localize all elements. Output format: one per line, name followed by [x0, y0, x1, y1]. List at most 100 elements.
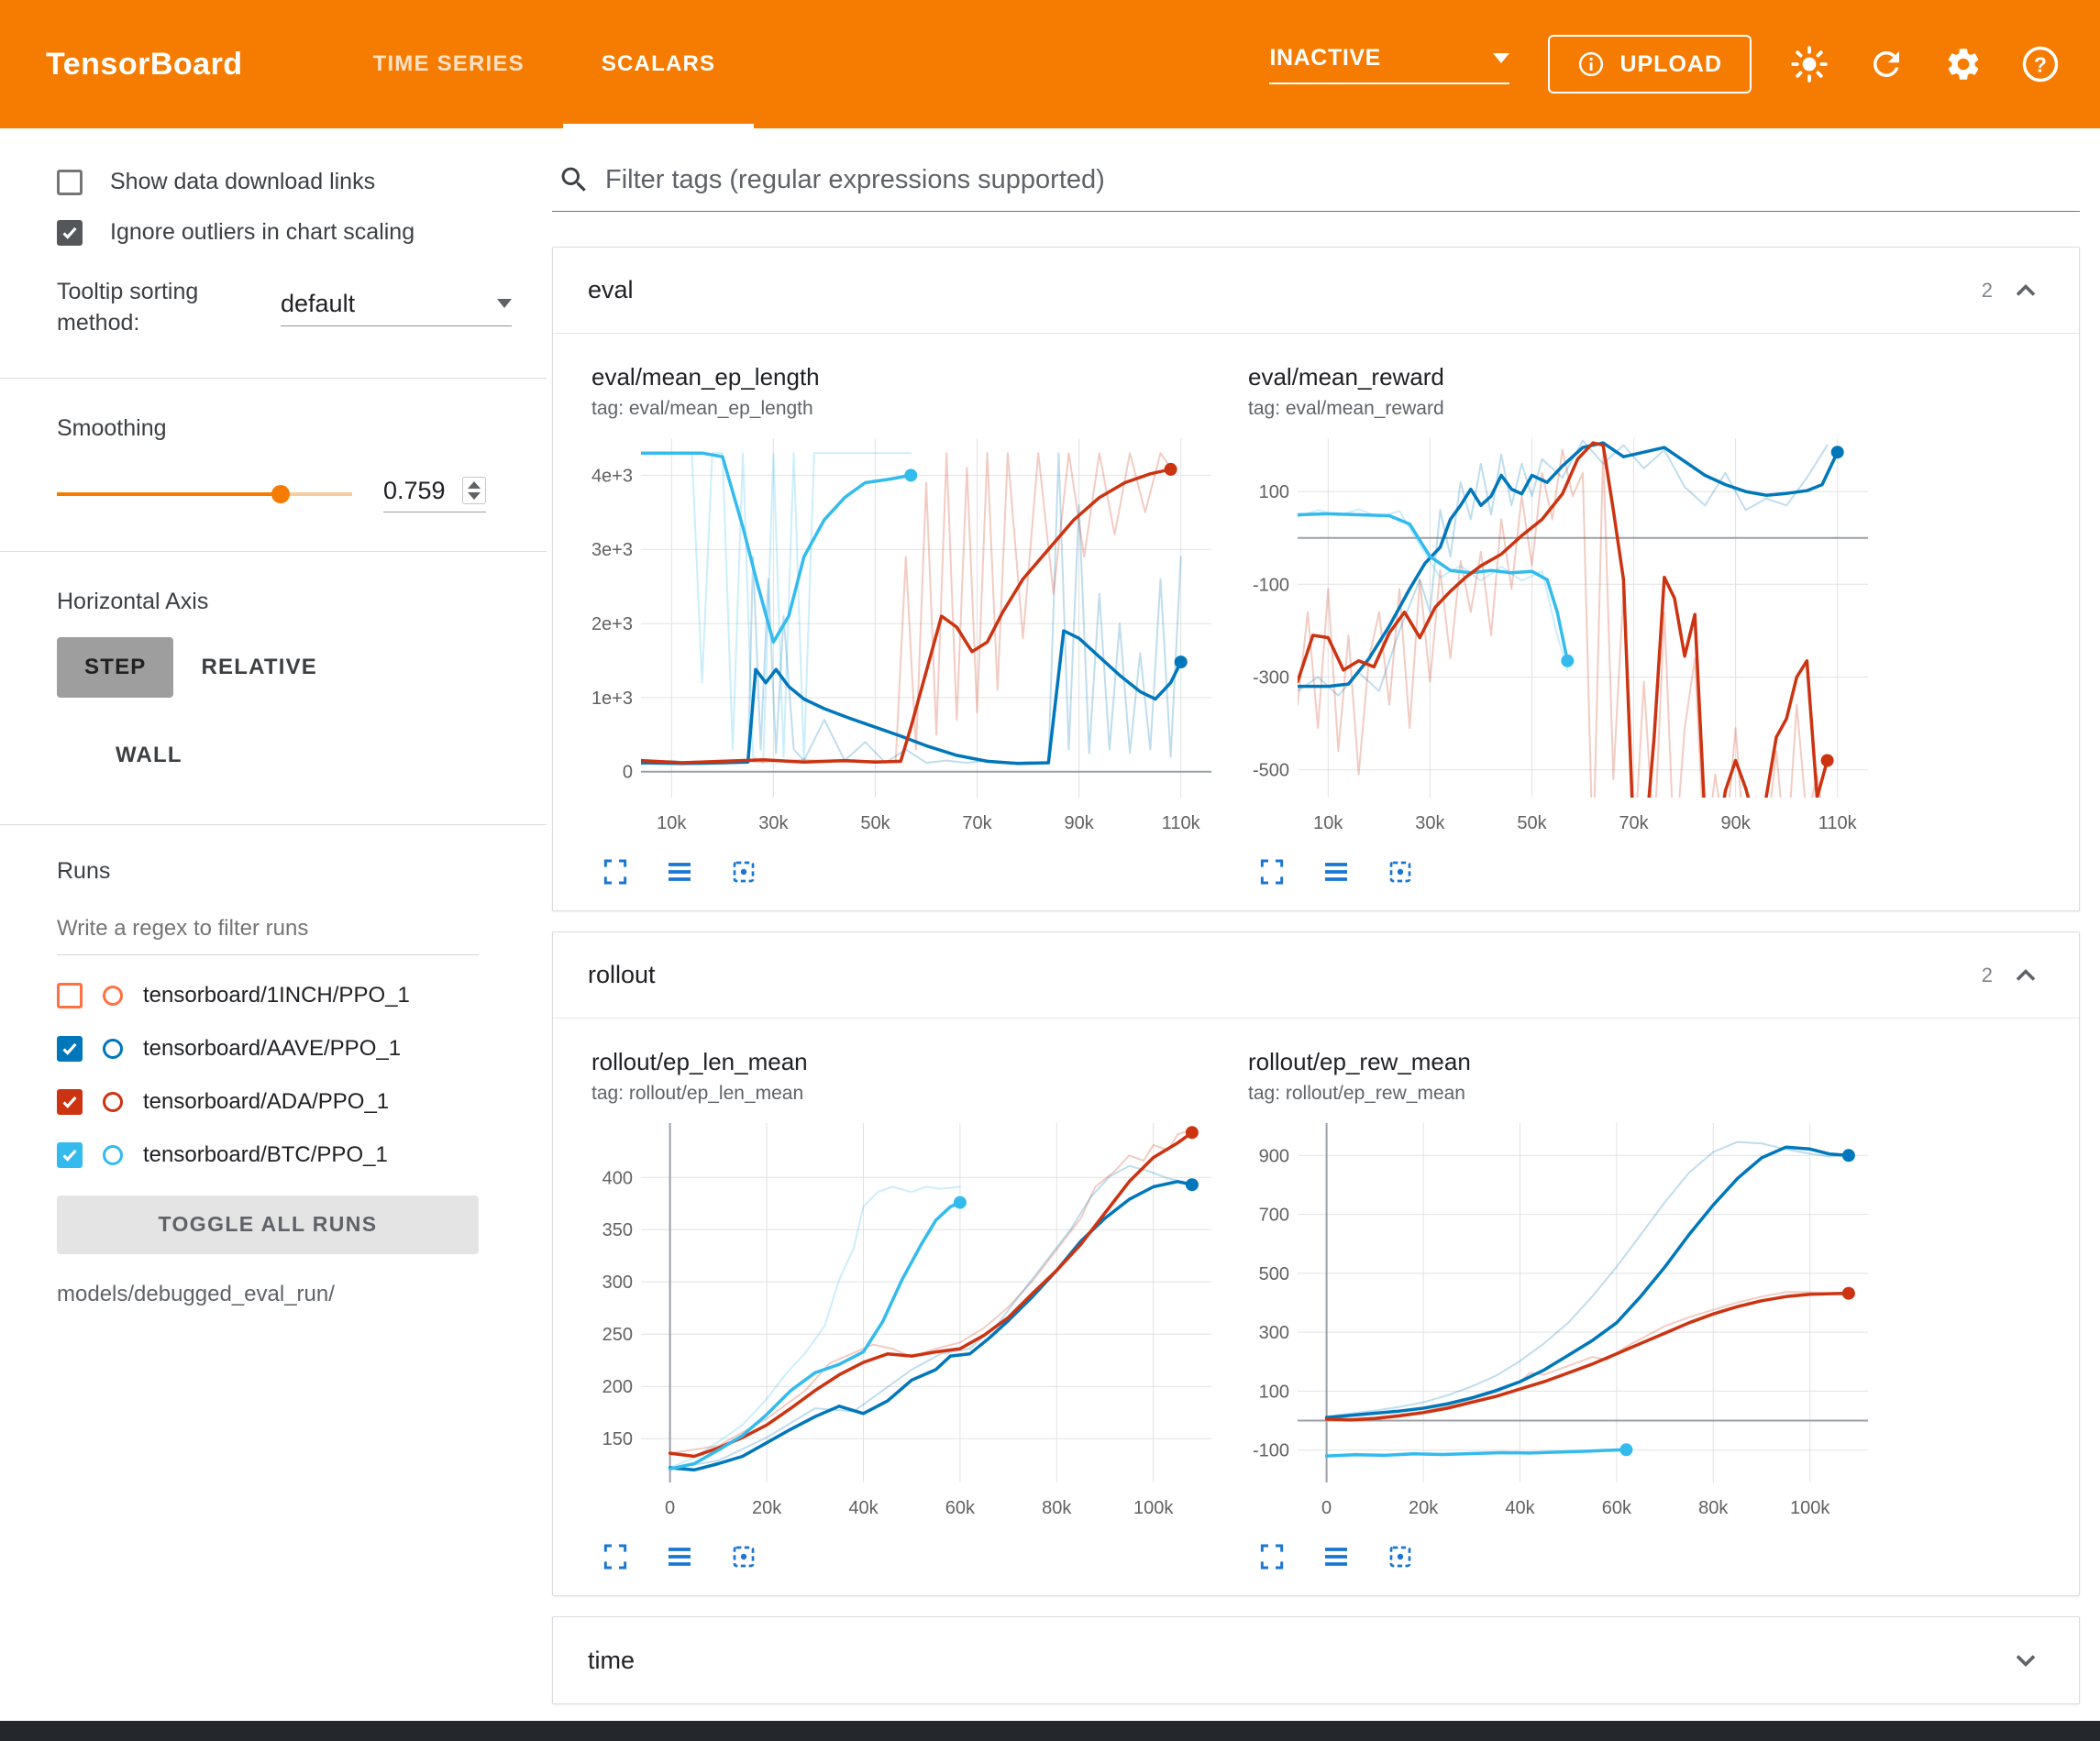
help-icon[interactable]: ?	[2021, 45, 2060, 83]
run-color-circle[interactable]	[103, 1038, 123, 1059]
tooltip-sorting: Tooltip sorting method: default	[57, 277, 512, 339]
chart-title: rollout/ep_rew_mean	[1248, 1048, 1471, 1075]
svg-text:60k: 60k	[945, 1498, 976, 1518]
svg-text:700: 700	[1259, 1206, 1289, 1226]
data-table-icon[interactable]	[1321, 857, 1351, 887]
section-time: time	[552, 1616, 2080, 1704]
svg-text:40k: 40k	[1505, 1498, 1535, 1518]
toggle-all-runs-button[interactable]: TOGGLE ALL RUNS	[57, 1195, 479, 1254]
svg-text:4e+3: 4e+3	[591, 466, 633, 486]
collapse-section-icon[interactable]	[2009, 959, 2042, 992]
runs-filter-input[interactable]	[57, 908, 479, 955]
refresh-icon[interactable]	[1867, 45, 1906, 83]
slider-knob[interactable]	[271, 485, 291, 503]
fit-domain-icon[interactable]	[729, 1542, 758, 1571]
setting-ignore-outliers[interactable]: Ignore outliers in chart scaling	[57, 219, 512, 246]
run-checkbox[interactable]	[57, 1088, 83, 1115]
chart-plot[interactable]: 0 1e+3 2e+3 3e+3 4e+3 10k 30k 50k 70k 90k 110k	[588, 431, 1221, 845]
section-title: eval	[588, 276, 634, 303]
svg-text:90k: 90k	[1720, 813, 1751, 833]
tag-filter-input[interactable]	[605, 164, 2074, 195]
section-eval-header[interactable]: eval 2	[553, 248, 2079, 334]
chart-plot[interactable]: 150 200 250 300 350 400 0 20k 40k 60k 80k 100k	[588, 1116, 1221, 1530]
run-label: tensorboard/ADA/PPO_1	[143, 1088, 390, 1114]
divider	[0, 377, 547, 379]
expand-chart-icon[interactable]	[601, 857, 630, 887]
data-table-icon[interactable]	[1321, 1542, 1351, 1571]
tab-scalars[interactable]: SCALARS	[562, 0, 755, 128]
axis-relative-button[interactable]: RELATIVE	[201, 654, 317, 679]
collapse-section-icon[interactable]	[2009, 274, 2042, 307]
svg-text:80k: 80k	[1698, 1498, 1729, 1518]
brightness-icon[interactable]	[1790, 45, 1829, 83]
nav-tabs: TIME SERIES SCALARS	[335, 0, 755, 128]
run-checkbox[interactable]	[57, 1035, 83, 1062]
svg-text:50k: 50k	[1517, 813, 1547, 833]
checkbox-icon[interactable]	[57, 169, 83, 195]
axis-wall-button[interactable]: WALL	[116, 742, 182, 767]
run-item[interactable]: tensorboard/1INCH/PPO_1	[57, 982, 512, 1008]
run-item[interactable]: tensorboard/AAVE/PPO_1	[57, 1035, 512, 1062]
svg-text:0: 0	[665, 1498, 675, 1518]
run-checkbox[interactable]	[57, 1141, 83, 1168]
smoothing-value-input[interactable]: 0.759	[383, 477, 486, 512]
chart-tag: tag: eval/mean_reward	[1248, 398, 1444, 419]
tooltip-sorting-dropdown[interactable]: default	[281, 290, 512, 326]
settings-icon[interactable]	[1944, 45, 1983, 83]
run-item[interactable]: tensorboard/ADA/PPO_1	[57, 1088, 512, 1115]
section-rollout-header[interactable]: rollout 2	[553, 932, 2079, 1019]
svg-text:150: 150	[602, 1429, 633, 1449]
expand-chart-icon[interactable]	[1257, 857, 1287, 887]
svg-text:300: 300	[1259, 1323, 1289, 1343]
upload-button[interactable]: UPLOAD	[1548, 35, 1752, 94]
svg-text:70k: 70k	[962, 813, 992, 833]
chart-card: eval/mean_reward tag: eval/mean_reward 100…	[1244, 363, 1886, 887]
fit-domain-icon[interactable]	[1386, 1542, 1415, 1571]
tab-time-series[interactable]: TIME SERIES	[372, 51, 525, 76]
chart-title: rollout/ep_len_mean	[591, 1048, 808, 1075]
svg-text:10k: 10k	[657, 813, 687, 833]
bottom-dark-bar	[0, 1721, 2100, 1741]
chart-toolbar	[1257, 857, 1886, 887]
svg-text:20k: 20k	[1409, 1498, 1439, 1518]
chart-plot[interactable]: -100 100 300 500 700 900 0 20k 40k 60k 80k 100k	[1244, 1116, 1877, 1530]
section-rollout-charts: rollout/ep_len_mean tag: rollout/ep_len_m…	[553, 1019, 2079, 1595]
setting-label: Show data download links	[110, 169, 376, 194]
section-rollout: rollout 2 rollout/ep_len_mean tag: rollou…	[552, 931, 2080, 1596]
svg-text:40k: 40k	[848, 1498, 879, 1518]
svg-text:-500: -500	[1253, 761, 1289, 781]
chart-plot[interactable]: 100 -100 -300 -500 10k 30k 50k 70k 90k 110k	[1244, 431, 1877, 845]
run-color-circle[interactable]	[103, 985, 123, 1006]
fit-domain-icon[interactable]	[1386, 857, 1415, 887]
svg-text:10k: 10k	[1313, 813, 1343, 833]
smoothing-slider[interactable]	[57, 485, 352, 503]
tooltip-sorting-value: default	[281, 289, 356, 317]
chart-title: eval/mean_ep_length	[591, 363, 820, 391]
expand-chart-icon[interactable]	[1257, 1542, 1287, 1571]
setting-show-download-links[interactable]: Show data download links	[57, 169, 512, 195]
svg-text:80k: 80k	[1042, 1498, 1072, 1518]
chart-toolbar	[601, 857, 1230, 887]
svg-text:100k: 100k	[1790, 1498, 1830, 1518]
status-dropdown[interactable]: INACTIVE	[1269, 45, 1510, 84]
data-table-icon[interactable]	[665, 857, 694, 887]
value-stepper-icon[interactable]	[462, 477, 486, 504]
expand-section-icon[interactable]	[2009, 1644, 2042, 1677]
checkbox-icon[interactable]	[57, 219, 83, 246]
expand-chart-icon[interactable]	[601, 1542, 630, 1571]
svg-text:30k: 30k	[758, 813, 789, 833]
run-color-circle[interactable]	[103, 1144, 123, 1165]
svg-text:100k: 100k	[1133, 1498, 1174, 1518]
data-table-icon[interactable]	[665, 1542, 694, 1571]
run-checkbox[interactable]	[57, 982, 83, 1008]
run-item[interactable]: tensorboard/BTC/PPO_1	[57, 1141, 512, 1168]
svg-text:200: 200	[602, 1377, 633, 1397]
section-time-header[interactable]: time	[553, 1617, 2079, 1703]
svg-text:?: ?	[2034, 52, 2047, 76]
tag-filter	[552, 156, 2080, 212]
axis-step-button[interactable]: STEP	[57, 636, 174, 698]
fit-domain-icon[interactable]	[729, 857, 758, 887]
svg-text:900: 900	[1259, 1146, 1289, 1166]
app-title: TensorBoard	[46, 46, 243, 82]
run-color-circle[interactable]	[103, 1091, 123, 1112]
